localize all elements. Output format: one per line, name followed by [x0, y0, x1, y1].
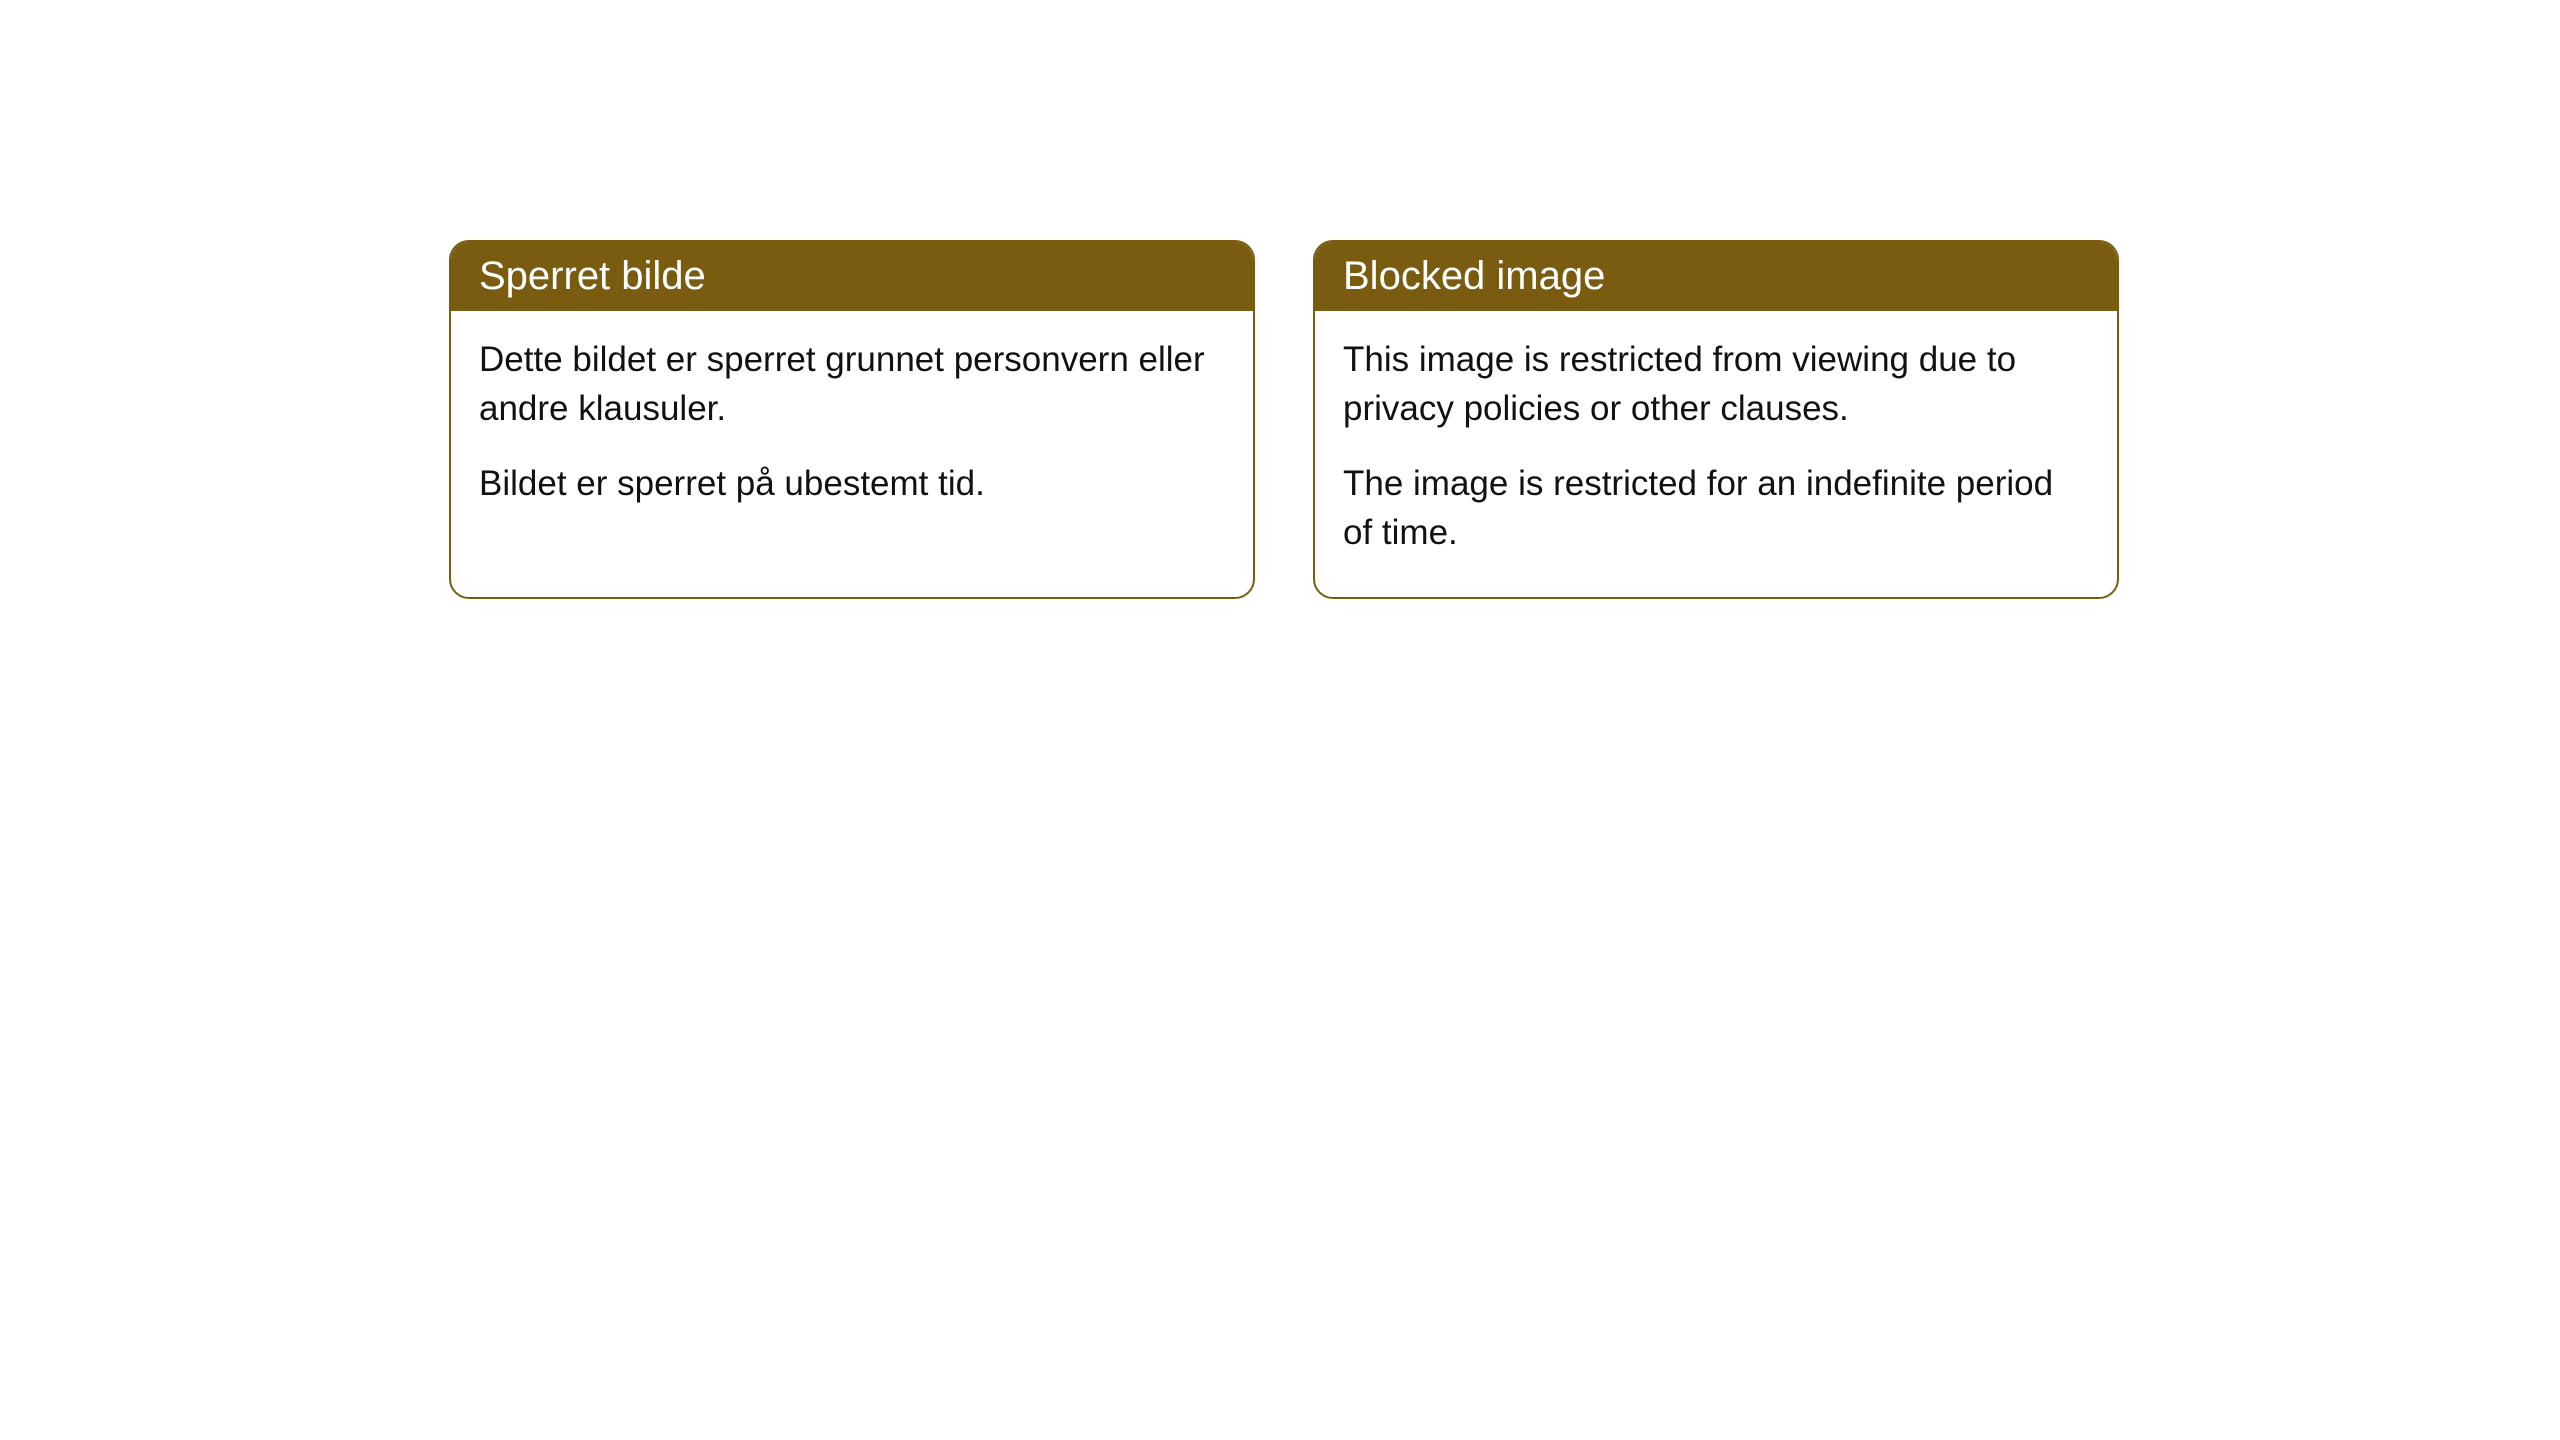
paragraph-1-english: This image is restricted from viewing du… — [1343, 335, 2089, 433]
card-header-norwegian: Sperret bilde — [451, 242, 1253, 311]
paragraph-1-norwegian: Dette bildet er sperret grunnet personve… — [479, 335, 1225, 433]
paragraph-2-english: The image is restricted for an indefinit… — [1343, 459, 2089, 557]
cards-container: Sperret bilde Dette bildet er sperret gr… — [449, 240, 2119, 599]
card-english: Blocked image This image is restricted f… — [1313, 240, 2119, 599]
card-body-english: This image is restricted from viewing du… — [1315, 311, 2117, 597]
card-body-norwegian: Dette bildet er sperret grunnet personve… — [451, 311, 1253, 548]
card-header-english: Blocked image — [1315, 242, 2117, 311]
paragraph-2-norwegian: Bildet er sperret på ubestemt tid. — [479, 459, 1225, 508]
card-norwegian: Sperret bilde Dette bildet er sperret gr… — [449, 240, 1255, 599]
